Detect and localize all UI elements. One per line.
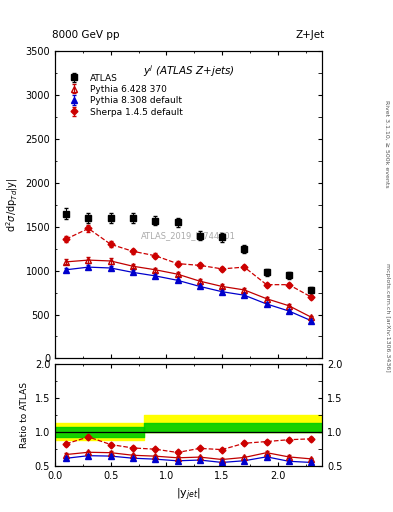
Y-axis label: d$^{2}\sigma$/dp$_{Td}$|y|: d$^{2}\sigma$/dp$_{Td}$|y| xyxy=(4,178,20,232)
Y-axis label: Ratio to ATLAS: Ratio to ATLAS xyxy=(20,382,29,447)
Legend: ATLAS, Pythia 6.428 370, Pythia 8.308 default, Sherpa 1.4.5 default: ATLAS, Pythia 6.428 370, Pythia 8.308 de… xyxy=(62,71,186,119)
Text: Rivet 3.1.10, ≥ 500k events: Rivet 3.1.10, ≥ 500k events xyxy=(385,99,389,187)
Text: Z+Jet: Z+Jet xyxy=(296,30,325,40)
X-axis label: |y$_{jet}$|: |y$_{jet}$| xyxy=(176,486,201,503)
Text: y$^{j}$ (ATLAS Z+jets): y$^{j}$ (ATLAS Z+jets) xyxy=(143,63,235,79)
Text: mcplots.cern.ch [arXiv:1306.3436]: mcplots.cern.ch [arXiv:1306.3436] xyxy=(385,263,389,372)
Text: ATLAS_2019_I1744201: ATLAS_2019_I1744201 xyxy=(141,231,236,240)
Text: 8000 GeV pp: 8000 GeV pp xyxy=(52,30,120,40)
